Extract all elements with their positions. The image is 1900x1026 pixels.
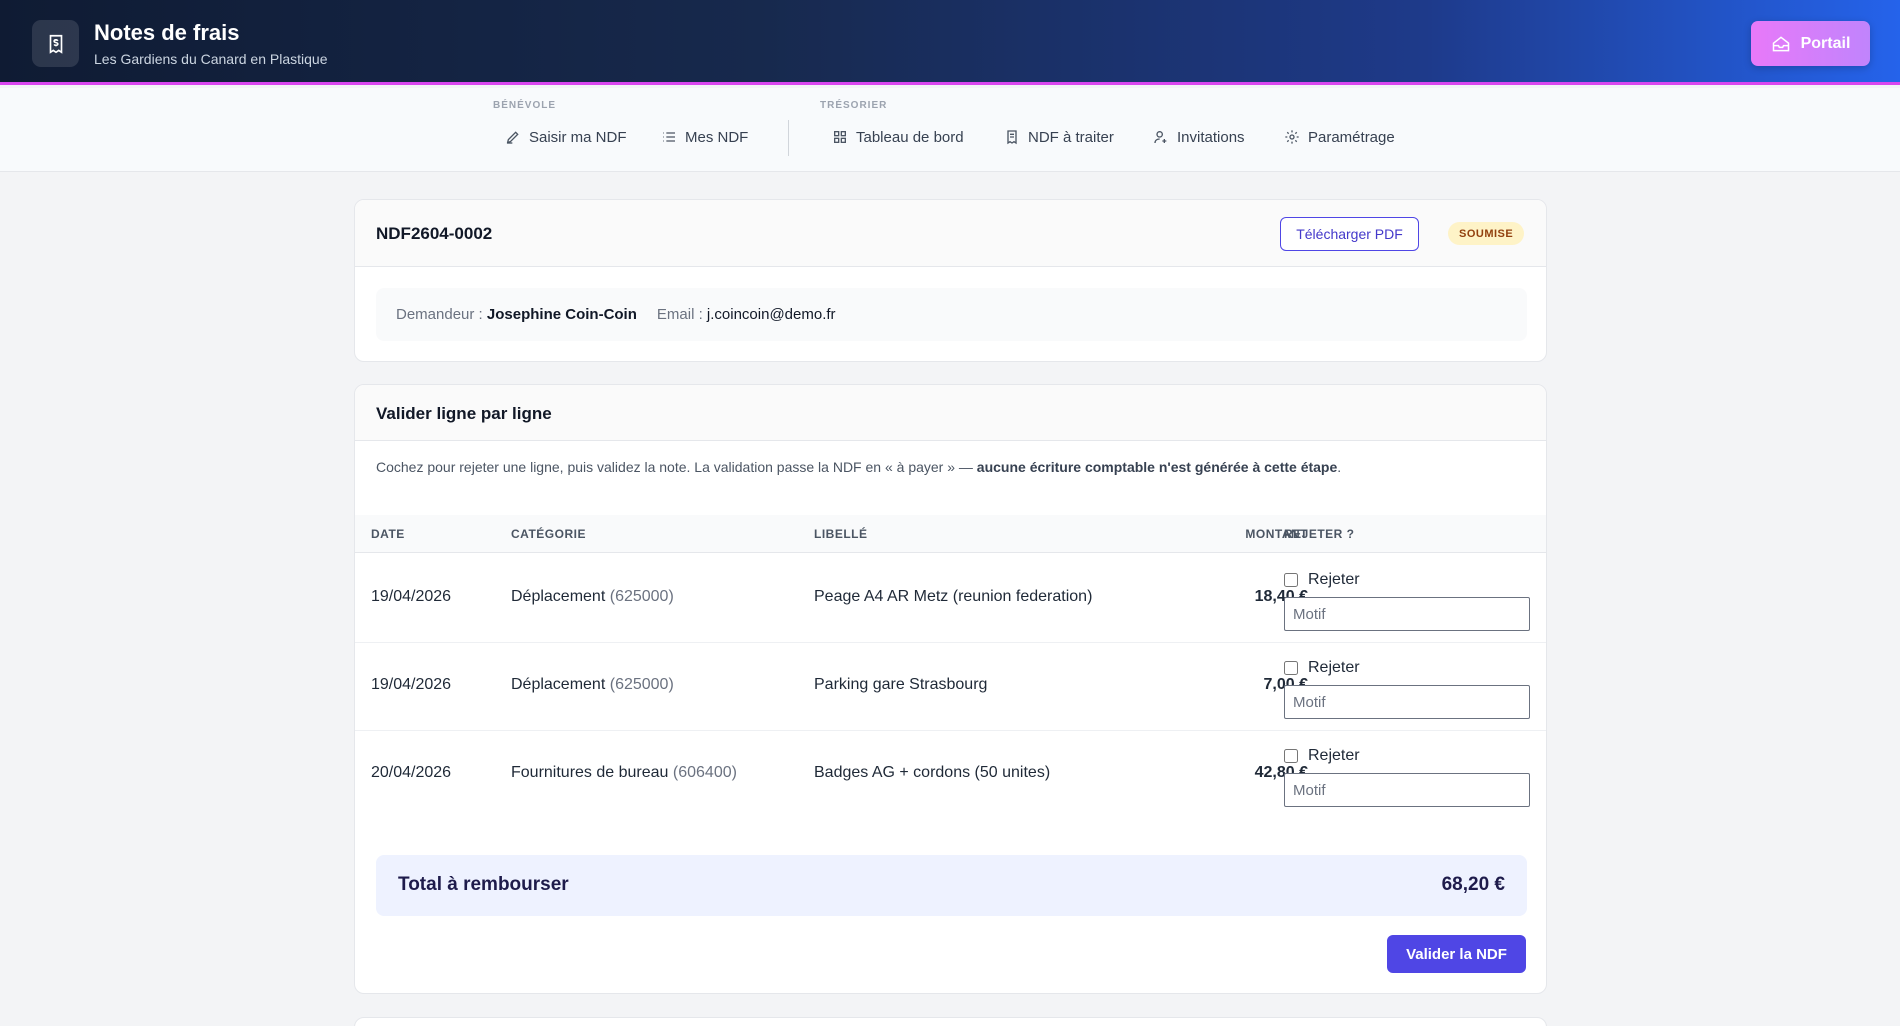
download-pdf-button[interactable]: Télécharger PDF: [1280, 217, 1419, 251]
validate-ndf-button[interactable]: Valider la NDF: [1387, 935, 1526, 973]
table-row: 19/04/2026 Déplacement (625000) Peage A4…: [355, 555, 1546, 643]
total-box: Total à rembourser 68,20 €: [376, 855, 1527, 916]
motif-input[interactable]: [1284, 597, 1530, 631]
row-category: Déplacement (625000): [511, 676, 674, 693]
validation-intro-bold: aucune écriture comptable n'est générée …: [976, 459, 1338, 475]
reject-checkbox[interactable]: [1284, 573, 1298, 587]
nav-item-parametrage[interactable]: Paramétrage: [1284, 124, 1395, 150]
nav-group-tresorier: TRÉSORIER: [820, 100, 888, 111]
account-code: (625000): [609, 588, 674, 605]
account-code: (625000): [609, 676, 674, 693]
email-label: Email :: [656, 306, 703, 323]
row-date: 20/04/2026: [371, 764, 452, 781]
pen-icon: [506, 131, 519, 144]
user-plus-icon: [1154, 131, 1167, 144]
app-header: Notes de frais Les Gardiens du Canard en…: [0, 0, 1900, 85]
home-icon: [1772, 35, 1789, 51]
reject-toggle[interactable]: Rejeter: [1284, 747, 1360, 765]
nav-item-label: Tableau de bord: [856, 128, 964, 146]
nav-item-label: Saisir ma NDF: [529, 128, 627, 146]
receipt-icon: [1007, 130, 1017, 145]
nav-group-benevole: BÉNÉVOLE: [493, 100, 557, 111]
status-badge: SOUMISE: [1448, 222, 1525, 245]
nav-item-label: NDF à traiter: [1028, 128, 1114, 146]
motif-input[interactable]: [1284, 773, 1530, 807]
table-row: 19/04/2026 Déplacement (625000) Parking …: [355, 643, 1546, 731]
reject-checkbox[interactable]: [1284, 749, 1298, 763]
col-label: LIBELLÉ: [814, 527, 868, 541]
app-title: Notes de frais: [94, 20, 240, 45]
col-date: DATE: [371, 527, 405, 541]
reject-label: Rejeter: [1308, 571, 1360, 588]
requester-name: Josephine Coin-Coin: [486, 306, 637, 323]
total-label: Total à rembourser: [398, 874, 569, 895]
reject-toggle[interactable]: Rejeter: [1284, 571, 1360, 589]
ndf-card-header: NDF2604-0002 Télécharger PDF SOUMISE: [355, 200, 1546, 267]
next-card: [354, 1017, 1547, 1026]
nav-item-invitations[interactable]: Invitations: [1153, 124, 1245, 150]
nav-item-tableau-de-bord[interactable]: Tableau de bord: [832, 124, 964, 150]
nav-item-mes-ndf[interactable]: Mes NDF: [661, 124, 748, 150]
row-label: Peage A4 AR Metz (reunion federation): [814, 588, 1093, 605]
row-category: Fournitures de bureau (606400): [511, 764, 737, 781]
gear-icon: [1285, 130, 1299, 144]
row-label: Parking gare Strasbourg: [814, 676, 988, 693]
row-category: Déplacement (625000): [511, 588, 674, 605]
receipt-logo-icon: [32, 20, 79, 67]
nav-separator: [788, 120, 789, 156]
validation-intro: Cochez pour rejeter une ligne, puis vali…: [376, 459, 1342, 475]
validation-card-header: Valider ligne par ligne: [355, 385, 1546, 441]
col-reject: REJETER ?: [1284, 527, 1355, 541]
nav-item-ndf-a-traiter[interactable]: NDF à traiter: [1004, 124, 1114, 150]
nav-item-saisir[interactable]: Saisir ma NDF: [505, 124, 627, 150]
row-date: 19/04/2026: [371, 676, 452, 693]
total-value: 68,20 €: [1441, 874, 1505, 895]
table-header: DATE CATÉGORIE LIBELLÉ MONTANT REJETER ?: [355, 515, 1546, 553]
requester-email: j.coincoin@demo.fr: [706, 306, 836, 323]
requester-info: Demandeur : Josephine Coin-Coin Email : …: [376, 288, 1527, 341]
nav-item-label: Invitations: [1177, 128, 1245, 146]
reject-label: Rejeter: [1308, 659, 1360, 676]
motif-input[interactable]: [1284, 685, 1530, 719]
grid-icon: [834, 131, 846, 143]
reject-toggle[interactable]: Rejeter: [1284, 659, 1360, 677]
reject-checkbox[interactable]: [1284, 661, 1298, 675]
account-code: (606400): [672, 764, 737, 781]
validation-card: Valider ligne par ligne Cochez pour reje…: [354, 384, 1547, 994]
row-date: 19/04/2026: [371, 588, 452, 605]
reject-label: Rejeter: [1308, 747, 1360, 764]
portal-label: Portail: [1800, 34, 1851, 52]
list-icon: [663, 132, 675, 142]
portal-button[interactable]: Portail: [1751, 21, 1870, 66]
main-nav: BÉNÉVOLE TRÉSORIER Saisir ma NDF Mes NDF…: [0, 88, 1900, 172]
col-amount: MONTANT: [1245, 527, 1308, 541]
app-subtitle: Les Gardiens du Canard en Plastique: [94, 51, 328, 67]
ndf-summary-card: NDF2604-0002 Télécharger PDF SOUMISE Dem…: [354, 199, 1547, 362]
nav-item-label: Mes NDF: [685, 128, 749, 146]
col-category: CATÉGORIE: [511, 527, 586, 541]
table-row: 20/04/2026 Fournitures de bureau (606400…: [355, 731, 1546, 819]
validation-title: Valider ligne par ligne: [376, 404, 552, 423]
requester-label: Demandeur :: [396, 306, 483, 323]
nav-item-label: Paramétrage: [1308, 128, 1395, 146]
row-label: Badges AG + cordons (50 unites): [814, 764, 1051, 781]
ndf-id: NDF2604-0002: [376, 224, 493, 243]
